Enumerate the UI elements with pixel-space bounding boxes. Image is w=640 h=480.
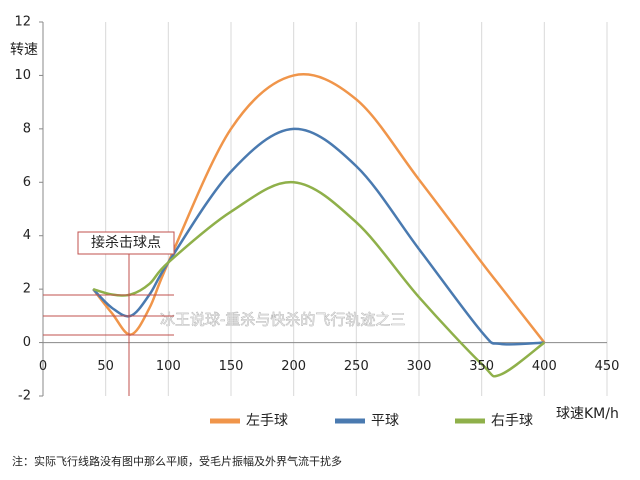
line-series [92, 181, 546, 378]
x-tick-label: 250 [344, 359, 369, 374]
y-tick-label: 0 [23, 335, 31, 350]
watermark: 冰王说球-重杀与快杀的飞行轨迹之三 [160, 311, 405, 329]
x-tick-label: 50 [97, 359, 114, 374]
y-tick-label: 4 [23, 228, 31, 243]
x-tick-label: 350 [469, 359, 494, 374]
annotation-lines [43, 231, 175, 396]
y-tick-label: 2 [23, 282, 31, 297]
legend-label: 平球 [371, 413, 399, 429]
y-axis-label: 转速 [10, 42, 38, 58]
x-tick-label: 450 [595, 359, 620, 374]
y-tick-label: 8 [23, 121, 31, 136]
x-tick-label: 200 [281, 359, 306, 374]
annotation: 接杀击球点 [91, 234, 161, 251]
legend-label: 左手球 [246, 413, 288, 429]
x-tick-label: 150 [219, 359, 244, 374]
note: 注：实际飞行线路没有图中那么平顺，受毛片振幅及外界气流干扰多 [12, 454, 342, 468]
line-series [92, 73, 546, 344]
y-tick-label: 10 [14, 68, 31, 83]
x-tick-label: 0 [39, 359, 47, 374]
y-tick-label: 6 [23, 175, 31, 190]
legend-label: 右手球 [491, 413, 533, 429]
x-tick-label: 400 [532, 359, 557, 374]
y-tick-label: -2 [18, 389, 31, 404]
x-axis-label: 球速KM/h [556, 406, 619, 422]
y-tick-label: 12 [14, 15, 31, 30]
x-tick-label: 300 [407, 359, 432, 374]
x-tick-label: 100 [156, 359, 181, 374]
